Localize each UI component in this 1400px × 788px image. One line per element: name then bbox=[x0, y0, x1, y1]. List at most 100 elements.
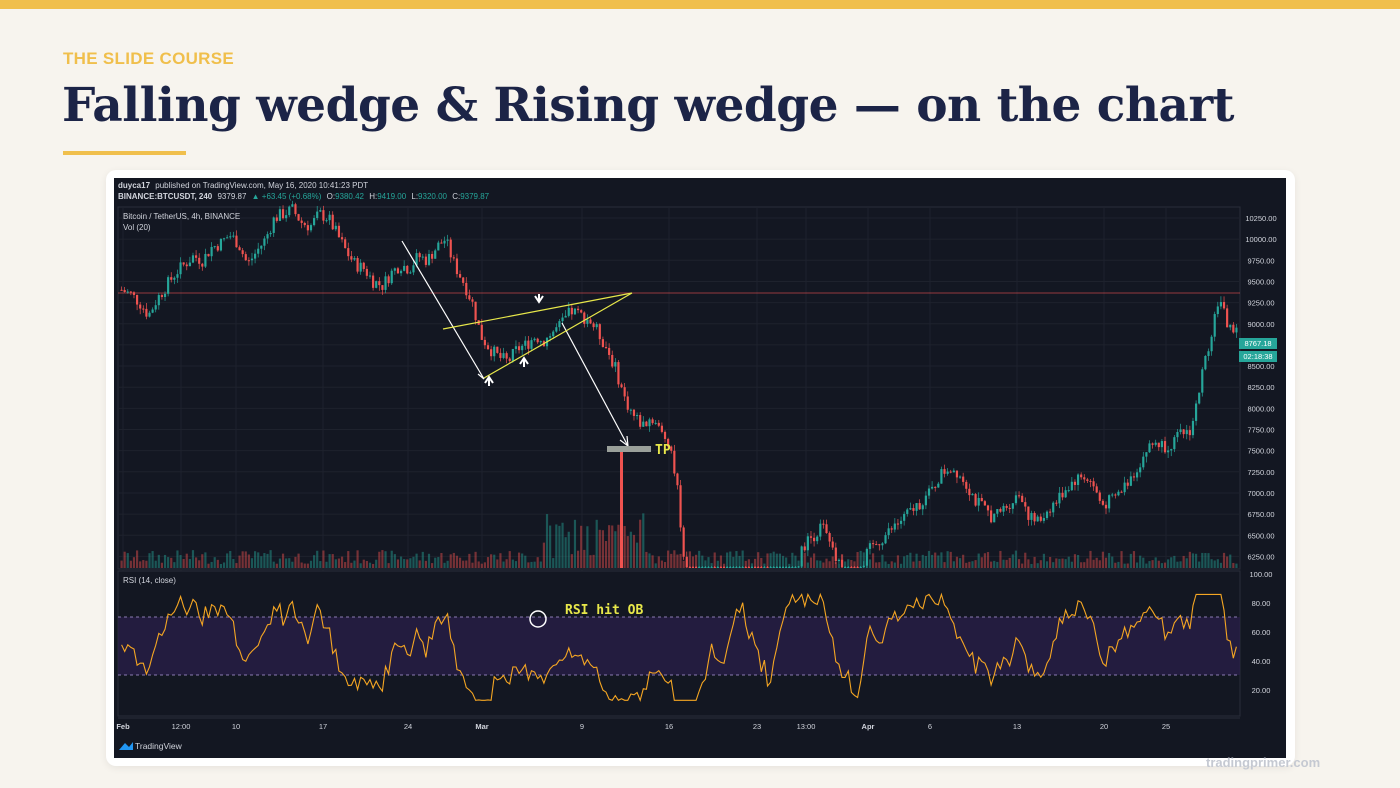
candle-body bbox=[316, 211, 319, 219]
volume-bar bbox=[297, 553, 300, 568]
candle-body bbox=[325, 220, 328, 222]
volume-bar bbox=[1210, 559, 1213, 568]
volume-bar bbox=[232, 558, 235, 568]
candle-body bbox=[1064, 490, 1067, 498]
candle-body bbox=[163, 293, 167, 297]
volume-bar bbox=[561, 522, 564, 568]
price-axis[interactable]: 10250.00 10000.00 9750.00 9500.00 9250.00 900… bbox=[1245, 214, 1276, 561]
candle-body bbox=[555, 327, 558, 332]
wedge-upper-line bbox=[442, 292, 633, 330]
volume-bar bbox=[887, 563, 890, 568]
candle-body bbox=[893, 523, 896, 530]
candle-body bbox=[962, 476, 965, 482]
candle-body bbox=[921, 505, 924, 510]
volume-bar bbox=[614, 531, 617, 568]
volume-bar bbox=[1117, 561, 1120, 568]
top-accent-bar bbox=[0, 0, 1400, 9]
candle-body bbox=[1008, 507, 1011, 509]
candle-body bbox=[486, 345, 490, 350]
candle-body bbox=[1095, 486, 1098, 493]
volume-bar bbox=[1111, 556, 1114, 568]
candle-body bbox=[1173, 437, 1176, 450]
candle-body bbox=[592, 323, 595, 328]
volume-bar bbox=[760, 558, 763, 568]
tp-zone bbox=[607, 446, 651, 452]
candle-body bbox=[744, 567, 747, 568]
candle-body bbox=[626, 396, 629, 410]
time-axis-label: Mar bbox=[475, 722, 488, 731]
tradingview-logo-icon bbox=[119, 742, 133, 750]
volume-bar bbox=[1027, 559, 1030, 568]
volume-bar bbox=[707, 557, 710, 568]
volume-bar bbox=[421, 551, 424, 568]
candle-body bbox=[968, 488, 971, 496]
candle-body bbox=[716, 567, 719, 568]
tradingview-chart[interactable]: duyca17 published on TradingView.com, Ma… bbox=[114, 178, 1286, 758]
candle-body bbox=[244, 254, 247, 261]
volume-bar bbox=[1191, 553, 1195, 568]
volume-bar bbox=[508, 551, 511, 568]
volume-bar bbox=[688, 551, 691, 568]
volume-bar bbox=[536, 557, 539, 568]
volume-bar bbox=[694, 554, 698, 568]
volume-bar bbox=[449, 554, 452, 568]
volume-bar bbox=[635, 542, 639, 568]
candle-body bbox=[614, 362, 617, 367]
candle-body bbox=[1235, 327, 1238, 333]
volume-bar bbox=[213, 557, 216, 568]
candle-body bbox=[1210, 336, 1213, 352]
volume-bar bbox=[285, 558, 288, 568]
candle-body bbox=[120, 289, 123, 291]
volume-bar bbox=[465, 560, 468, 568]
volume-bar bbox=[567, 531, 570, 568]
symbol-ohlc-line: BINANCE:BTCUSDT, 240 9379.87 ▲ +63.45 (+… bbox=[118, 192, 490, 201]
volume-bar bbox=[983, 553, 986, 568]
volume-bar bbox=[530, 561, 533, 568]
candle-body bbox=[887, 528, 890, 536]
volume-bar bbox=[872, 553, 875, 568]
candle-body bbox=[188, 262, 191, 267]
candle-body bbox=[468, 295, 471, 300]
time-axis[interactable]: Feb 12:00 10 17 24 Mar 9 16 23 13:00 Apr 6 13 20 25 bbox=[116, 722, 1170, 731]
price-pane[interactable] bbox=[117, 206, 1241, 570]
candle-body bbox=[527, 340, 530, 349]
candle-body bbox=[670, 446, 673, 451]
candle-body bbox=[331, 214, 334, 230]
rsi-axis[interactable]: 100.00 80.00 60.00 40.00 20.00 bbox=[1250, 570, 1273, 695]
tp-label: TP bbox=[655, 443, 671, 458]
slide-title: Falling wedge & Rising wedge — on the ch… bbox=[62, 78, 1234, 133]
volume-bar bbox=[434, 557, 437, 568]
candle-body bbox=[334, 225, 337, 230]
volume-bar bbox=[850, 560, 853, 568]
volume-bar bbox=[1201, 552, 1204, 568]
volume-bar bbox=[732, 556, 735, 568]
candle-body bbox=[356, 258, 359, 272]
chart-canvas[interactable]: duyca17 published on TradingView.com, Ma… bbox=[114, 178, 1286, 758]
volume-bar bbox=[350, 562, 353, 568]
candle-body bbox=[362, 262, 365, 269]
candle-body bbox=[567, 307, 570, 316]
volume-bar bbox=[334, 559, 337, 568]
falling-arrow-line-2 bbox=[561, 322, 629, 447]
volume-bar bbox=[542, 542, 545, 568]
candle-body bbox=[872, 543, 875, 545]
volume-bar bbox=[903, 556, 906, 568]
volume-bar bbox=[1070, 561, 1073, 568]
volume-bar bbox=[157, 554, 160, 568]
svg-text:duyca17 published on Tra: duyca17 published on TradingView.com, Ma… bbox=[118, 181, 368, 190]
volume-bar bbox=[868, 559, 872, 568]
candle-body bbox=[552, 331, 555, 337]
candle-body bbox=[1024, 502, 1027, 507]
volume-bar bbox=[608, 525, 611, 568]
volume-bar bbox=[611, 525, 614, 568]
volume-bar bbox=[862, 552, 865, 568]
volume-bar bbox=[986, 552, 990, 568]
volume-bar bbox=[663, 562, 667, 568]
volume-bar bbox=[319, 561, 322, 568]
volume-bar bbox=[962, 554, 965, 568]
volume-bar bbox=[539, 561, 542, 568]
candle-body bbox=[306, 225, 309, 231]
tradingview-logo-text[interactable]: TradingView bbox=[135, 741, 183, 751]
candle-body bbox=[865, 548, 868, 566]
volume-bar bbox=[797, 560, 800, 568]
